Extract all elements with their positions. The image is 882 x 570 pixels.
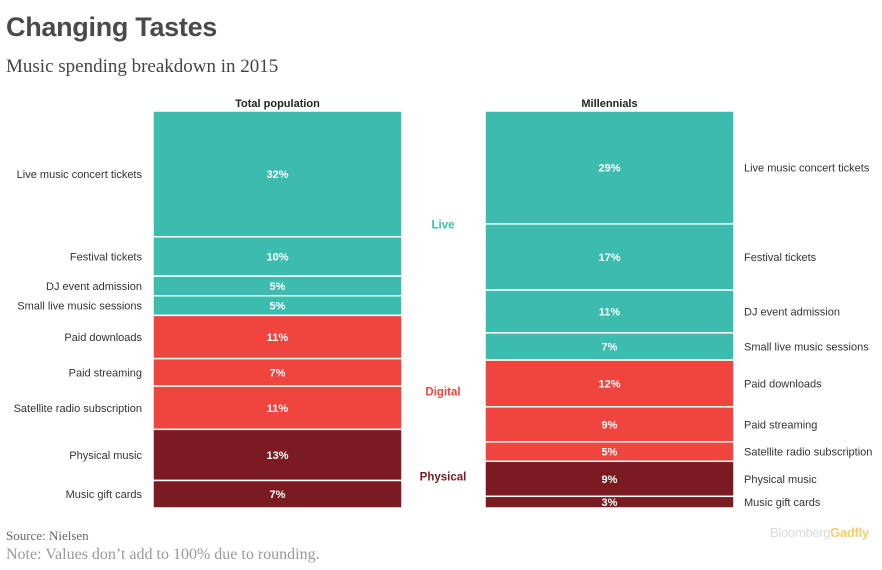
- bar-segment: [484, 110, 735, 225]
- bar-segment: [484, 460, 735, 498]
- bar-segment: [484, 223, 735, 291]
- category-label: Music gift cards: [744, 497, 821, 509]
- bar-segment: [484, 289, 735, 334]
- category-label: Satellite radio subscription: [744, 447, 872, 459]
- value-label: 10%: [266, 251, 288, 263]
- bloomberg-gadfly-logo: BloombergGadfly: [770, 525, 869, 540]
- group-label: Physical: [420, 472, 467, 484]
- group-label: Digital: [425, 387, 460, 399]
- value-label: 7%: [270, 489, 286, 501]
- value-label: 7%: [270, 367, 286, 379]
- category-label: Physical music: [744, 474, 817, 486]
- category-label: Live music concert tickets: [17, 169, 143, 181]
- bar-segment: [484, 495, 735, 509]
- column-header: Total population: [235, 98, 320, 110]
- category-label: Physical music: [69, 450, 142, 462]
- bar-segment: [152, 314, 403, 360]
- value-label: 7%: [602, 341, 618, 353]
- bar-segment: [484, 332, 735, 361]
- value-label: 11%: [599, 306, 621, 318]
- value-label: 29%: [598, 162, 620, 174]
- value-label: 11%: [267, 332, 289, 344]
- category-label: Music gift cards: [66, 489, 143, 501]
- bar-segment: [152, 110, 403, 238]
- chart-subtitle: Music spending breakdown in 2015: [6, 56, 279, 77]
- value-label: 32%: [266, 169, 288, 181]
- value-label: 5%: [602, 447, 618, 459]
- value-label: 3%: [602, 497, 618, 509]
- footnote: Note: Values don’t add to 100% due to ro…: [6, 546, 320, 563]
- category-label: Festival tickets: [70, 251, 143, 263]
- value-label: 12%: [598, 378, 620, 390]
- category-label: Paid streaming: [69, 367, 142, 379]
- source-note: Source: Nielsen: [6, 528, 89, 543]
- category-label: Festival tickets: [744, 252, 817, 264]
- value-label: 9%: [602, 419, 618, 431]
- category-label: Small live music sessions: [17, 301, 142, 313]
- bar-segment: [152, 479, 403, 509]
- value-label: 5%: [270, 281, 286, 293]
- stacked-bar-chart: Total population 32% Live music concert ti…: [14, 98, 873, 509]
- bar-segment: [152, 236, 403, 277]
- group-label: Live: [431, 219, 454, 231]
- category-label: DJ event admission: [46, 281, 142, 293]
- value-label: 11%: [267, 403, 289, 415]
- category-label: Small live music sessions: [744, 341, 869, 353]
- bar-segment: [484, 406, 735, 443]
- value-label: 5%: [270, 301, 286, 313]
- bar-segment: [152, 385, 403, 431]
- category-label: Paid streaming: [744, 419, 817, 431]
- category-label: Satellite radio subscription: [14, 403, 142, 415]
- category-label: Paid downloads: [744, 378, 822, 390]
- category-label: Live music concert tickets: [744, 162, 870, 174]
- value-label: 17%: [598, 252, 620, 264]
- bar-segment: [152, 357, 403, 387]
- chart-title: Changing Tastes: [6, 12, 218, 42]
- column-header: Millennials: [581, 98, 637, 110]
- value-label: 13%: [266, 450, 288, 462]
- category-label: DJ event admission: [744, 306, 840, 318]
- value-label: 9%: [602, 474, 618, 486]
- bar-segment: [484, 359, 735, 408]
- category-label: Paid downloads: [64, 332, 142, 344]
